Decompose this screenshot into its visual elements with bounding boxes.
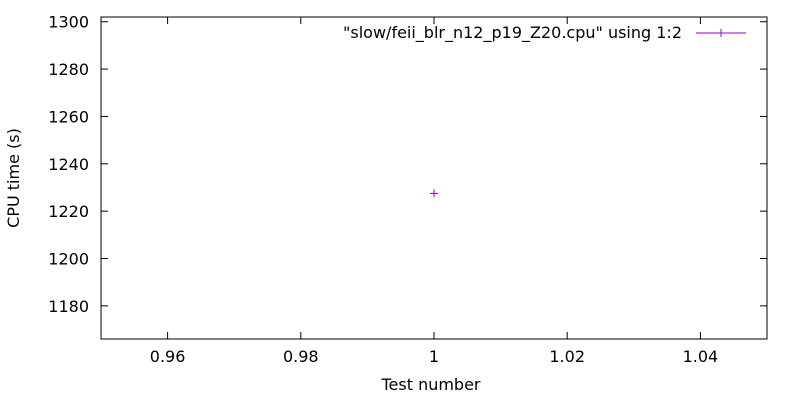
y-tick-label: 1240: [48, 155, 89, 174]
y-axis-title: CPU time (s): [4, 128, 23, 228]
plot-frame: [100, 16, 768, 340]
y-tick-label: 1220: [48, 202, 89, 221]
data-point: [430, 189, 438, 198]
legend-entry-label: "slow/feii_blr_n12_p19_Z20.cpu" using 1:…: [343, 23, 682, 43]
y-tick-label: 1180: [48, 297, 89, 316]
y-tick-label: 1260: [48, 107, 89, 126]
y-tick-label: 1300: [48, 13, 89, 32]
x-axis: 0.96 0.98 1 1.02 1.04: [150, 17, 718, 366]
x-tick-label: 1: [429, 347, 439, 366]
x-tick-label: 1.02: [549, 347, 585, 366]
x-tick-label: 0.98: [283, 347, 319, 366]
y-tick-label: 1200: [48, 250, 89, 269]
x-tick-label: 0.96: [150, 347, 186, 366]
data-points: [430, 189, 438, 198]
x-axis-title: Test number: [380, 375, 480, 394]
legend: "slow/feii_blr_n12_p19_Z20.cpu" using 1:…: [343, 23, 746, 43]
x-tick-label: 1.04: [683, 347, 719, 366]
y-tick-label: 1280: [48, 60, 89, 79]
legend-entry-marker: [717, 29, 725, 37]
y-axis: 1180 1200 1220 1240 1260 1280 1300: [48, 13, 767, 316]
